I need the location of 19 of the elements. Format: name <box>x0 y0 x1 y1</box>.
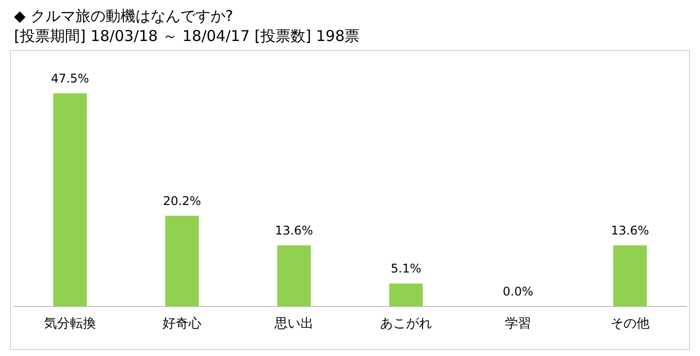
chart-title: ◆ クルマ旅の動機はなんですか? <box>14 6 234 25</box>
x-tick-label: 思い出 <box>274 316 314 332</box>
x-tick-label: 気分転換 <box>44 316 96 332</box>
bar <box>389 284 423 306</box>
bar <box>613 245 647 306</box>
data-label: 47.5% <box>50 71 90 86</box>
bar <box>53 93 87 306</box>
x-tick-label: その他 <box>610 316 650 332</box>
bar <box>165 216 199 306</box>
x-tick-label: 好奇心 <box>162 316 202 332</box>
bar <box>277 245 311 306</box>
data-label: 20.2% <box>162 194 202 208</box>
x-tick-label: 学習 <box>505 316 531 332</box>
data-label: 5.1% <box>390 262 422 276</box>
data-label: 13.6% <box>274 223 314 238</box>
chart-subtitle: [投票期間] 18/03/18 ～ 18/04/17 [投票数] 198票 <box>14 26 360 45</box>
data-label: 0.0% <box>502 284 534 299</box>
x-tick-label: あこがれ <box>380 316 432 332</box>
data-label: 13.6% <box>610 223 650 238</box>
